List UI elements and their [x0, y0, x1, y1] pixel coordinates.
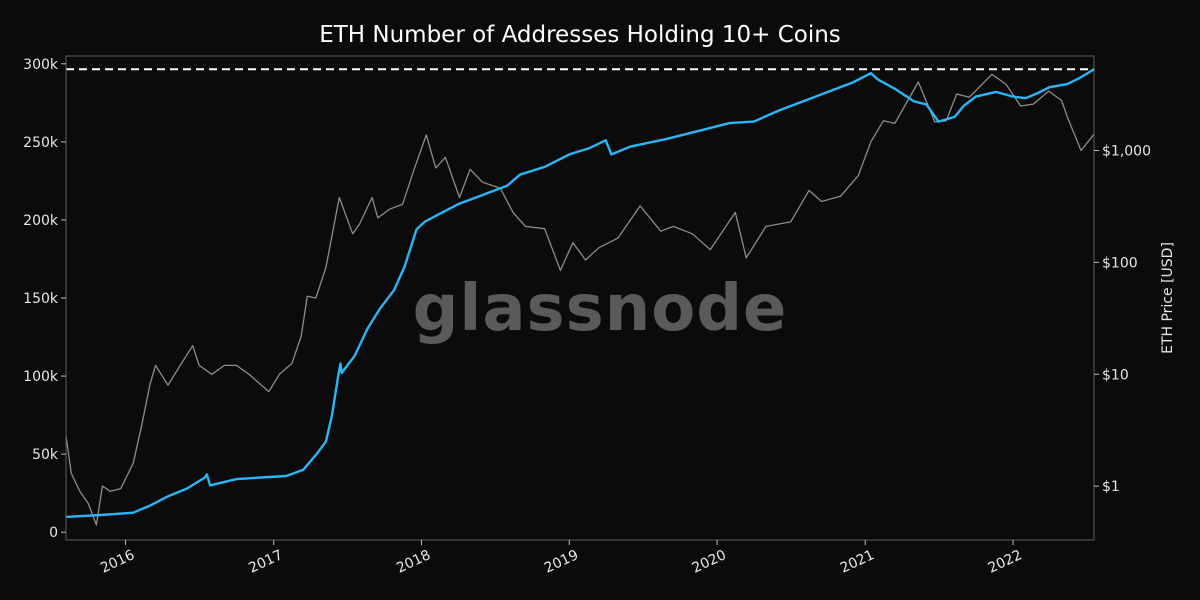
right-tick-label-2: $100	[1102, 255, 1138, 271]
right-tick-label-3: $1,000	[1102, 144, 1151, 160]
watermark-text: glassnode	[413, 272, 788, 346]
chart-title: ETH Number of Addresses Holding 10+ Coin…	[319, 22, 841, 48]
left-tick-label-1: 50k	[32, 447, 59, 463]
left-tick-label-6: 300k	[23, 57, 59, 73]
right-axis-label: ETH Price [USD]	[1160, 242, 1176, 354]
left-tick-label-4: 200k	[23, 213, 59, 229]
left-tick-label-2: 100k	[23, 369, 59, 385]
y-axis-left: 0 50k 100k 150k 200k 250k 300k	[23, 57, 66, 541]
left-tick-label-5: 250k	[23, 135, 59, 151]
left-tick-label-0: 0	[49, 525, 58, 541]
series-line-eth-price	[65, 73, 1095, 526]
left-tick-label-3: 150k	[23, 291, 59, 307]
watermark: glassnode	[413, 272, 788, 346]
series-layer	[65, 68, 1095, 526]
right-tick-label-1: $10	[1102, 367, 1129, 383]
series-line-addresses	[65, 68, 1095, 519]
right-tick-label-0: $1	[1102, 479, 1120, 495]
y-axis-right: $1 $10 $100 $1,000	[1094, 144, 1151, 495]
